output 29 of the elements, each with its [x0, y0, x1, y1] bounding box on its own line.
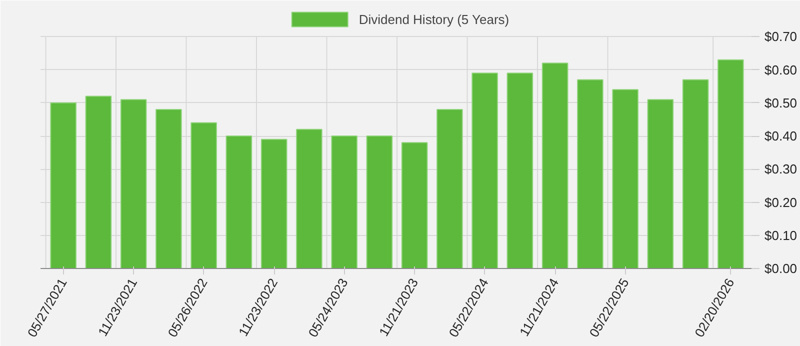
bar [120, 99, 147, 268]
bar [401, 142, 428, 268]
y-tick-label: $0.70 [764, 29, 798, 44]
bar [506, 72, 534, 268]
bar [577, 79, 604, 268]
legend-label: Dividend History (5 Years) [358, 12, 510, 26]
y-tick-label: $0.20 [764, 194, 798, 210]
bar [472, 72, 498, 268]
bar [85, 96, 112, 268]
bar [612, 89, 638, 268]
y-tick-label: $0.50 [764, 95, 798, 110]
bar [226, 136, 252, 268]
bar [331, 136, 358, 268]
y-tick-label: $0.00 [764, 261, 798, 276]
bar [542, 62, 568, 268]
bar [682, 79, 709, 268]
bar [190, 122, 217, 268]
bar [156, 109, 182, 268]
bar [296, 128, 322, 268]
y-tick-label: $0.10 [764, 228, 798, 243]
bar [647, 99, 674, 268]
y-tick-label: $0.30 [764, 162, 798, 177]
bar [260, 138, 288, 268]
bar [718, 59, 744, 268]
bar [366, 136, 393, 268]
bar [50, 102, 76, 268]
y-tick-label: $0.60 [764, 62, 798, 78]
y-tick-label: $0.40 [764, 128, 798, 144]
bar [436, 109, 463, 268]
